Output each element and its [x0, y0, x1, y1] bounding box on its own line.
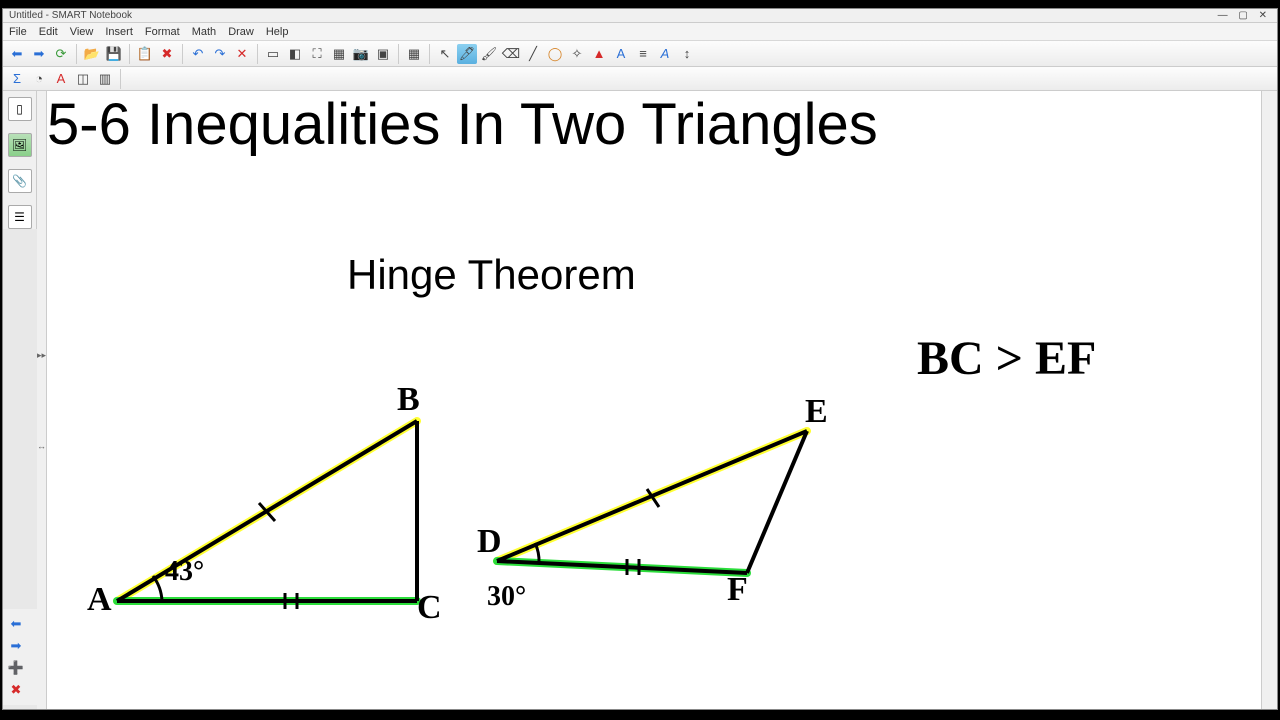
table-button[interactable]: ▦: [404, 44, 424, 64]
paste-button[interactable]: 📋: [135, 44, 155, 64]
titlebar: Untitled - SMART Notebook — ▢ ✕: [3, 9, 1277, 23]
doc-camera-button[interactable]: ▣: [373, 44, 393, 64]
angle-D-label: 30°: [487, 581, 526, 613]
angle-A-label: 43°: [165, 556, 204, 588]
properties-button[interactable]: ≡: [633, 44, 653, 64]
label-F: F: [727, 571, 748, 609]
vertical-scrollbar[interactable]: [1261, 91, 1277, 709]
menu-edit[interactable]: Edit: [39, 23, 58, 40]
line-tool-button[interactable]: ╱: [523, 44, 543, 64]
menu-view[interactable]: View: [70, 23, 94, 40]
bottom-left-controls: ⬅ ➡ ➕ ✖: [3, 609, 37, 705]
grid-snap-button[interactable]: ◫: [73, 69, 93, 89]
add-page-button[interactable]: ➕: [7, 659, 25, 677]
toolbar-secondary: Σ ◔ A ◫ ▥: [3, 67, 1277, 91]
label-C: C: [417, 589, 442, 627]
ruler-button[interactable]: ▥: [95, 69, 115, 89]
close-tool-button[interactable]: ✖: [157, 44, 177, 64]
menu-math[interactable]: Math: [192, 23, 216, 40]
delete-button[interactable]: ✕: [232, 44, 252, 64]
math-tool-button[interactable]: A: [655, 44, 675, 64]
select-tool-button[interactable]: ↖: [435, 44, 455, 64]
font-button[interactable]: A: [51, 69, 71, 89]
redo-button[interactable]: ↷: [210, 44, 230, 64]
undo-button[interactable]: ↶: [188, 44, 208, 64]
label-A: A: [87, 581, 112, 619]
separator: [398, 44, 399, 64]
menu-format[interactable]: Format: [145, 23, 180, 40]
shape-tool-button[interactable]: ◯: [545, 44, 565, 64]
canvas[interactable]: 5-6 Inequalities In Two Triangles Hinge …: [47, 91, 1261, 709]
label-D: D: [477, 523, 502, 561]
separator: [129, 44, 130, 64]
move-toolbar-button[interactable]: ↕: [677, 44, 697, 64]
window-title: Untitled - SMART Notebook: [9, 9, 132, 22]
menu-insert[interactable]: Insert: [105, 23, 133, 40]
capture-button[interactable]: 📷: [351, 44, 371, 64]
open-button[interactable]: 📂: [82, 44, 102, 64]
creative-pen-button[interactable]: 🖌: [479, 44, 499, 64]
slide-title: 5-6 Inequalities In Two Triangles: [47, 91, 878, 158]
next-slide-button[interactable]: ➡: [7, 637, 25, 655]
menu-file[interactable]: File: [9, 23, 27, 40]
next-page-button[interactable]: ➡: [29, 44, 49, 64]
pen-tool-button[interactable]: 🖊: [457, 44, 477, 64]
menu-draw[interactable]: Draw: [228, 23, 254, 40]
menubar: File Edit View Insert Format Math Draw H…: [3, 23, 1277, 41]
separator: [76, 44, 77, 64]
fill-tool-button[interactable]: ▲: [589, 44, 609, 64]
prev-slide-button[interactable]: ⬅: [7, 615, 25, 633]
prev-page-button[interactable]: ⬅: [7, 44, 27, 64]
magic-pen-button[interactable]: ✧: [567, 44, 587, 64]
window-controls[interactable]: — ▢ ✕: [1218, 9, 1271, 22]
separator: [182, 44, 183, 64]
text-tool-button[interactable]: A: [611, 44, 631, 64]
menu-help[interactable]: Help: [266, 23, 289, 40]
color-picker-button[interactable]: ◔: [29, 69, 49, 89]
label-B: B: [397, 381, 420, 419]
label-E: E: [805, 393, 828, 431]
screen-shade-button[interactable]: ▭: [263, 44, 283, 64]
separator: [257, 44, 258, 64]
main-area: 5-6 Inequalities In Two Triangles Hinge …: [3, 91, 1277, 709]
eraser-button[interactable]: ⌫: [501, 44, 521, 64]
app-window: Untitled - SMART Notebook — ▢ ✕ File Edi…: [2, 8, 1278, 710]
home-button[interactable]: ⟳: [51, 44, 71, 64]
toolbar-main: ⬅ ➡ ⟳ 📂 💾 📋 ✖ ↶ ↷ ✕ ▭ ◧ ⛶ ▦ 📷 ▣ ▦ ↖ 🖊 �: [3, 41, 1277, 67]
separator: [120, 69, 121, 89]
slide-subtitle: Hinge Theorem: [347, 251, 636, 299]
inequality-text: BC > EF: [917, 331, 1096, 386]
full-screen-button[interactable]: ⛶: [307, 44, 327, 64]
transparent-bg-button[interactable]: ▦: [329, 44, 349, 64]
delete-page-button[interactable]: ✖: [7, 681, 25, 699]
sigma-button[interactable]: Σ: [7, 69, 27, 89]
save-button[interactable]: 💾: [104, 44, 124, 64]
dual-page-button[interactable]: ◧: [285, 44, 305, 64]
app-frame: Untitled - SMART Notebook — ▢ ✕ File Edi…: [0, 0, 1280, 720]
separator: [429, 44, 430, 64]
